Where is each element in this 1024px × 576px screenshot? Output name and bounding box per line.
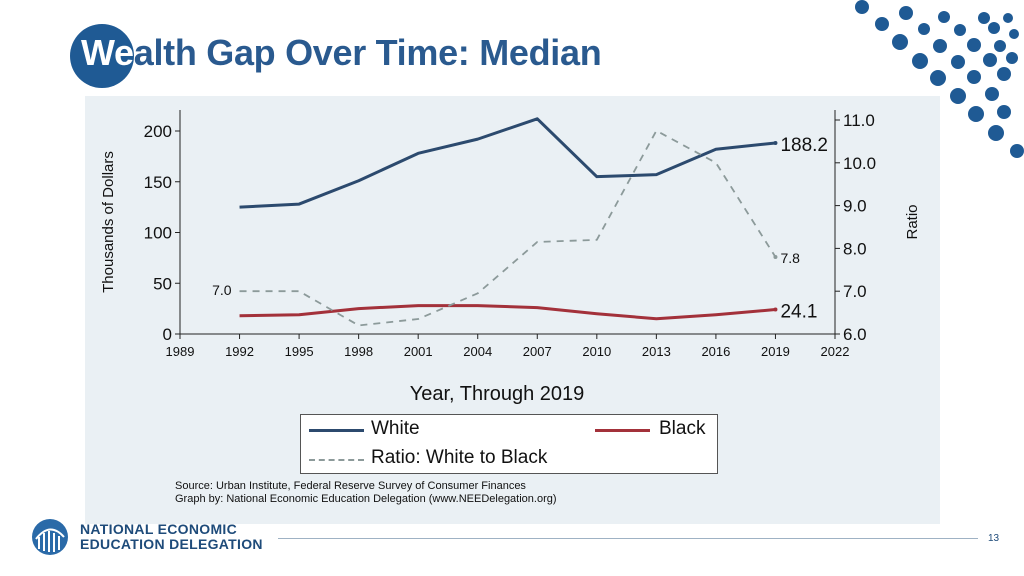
right-y-tick-label: 9.0 xyxy=(843,197,867,216)
annotation-label: 7.8 xyxy=(780,250,800,266)
x-tick-label: 2016 xyxy=(701,344,730,359)
series-end-point xyxy=(773,307,778,312)
page-number: 13 xyxy=(988,533,1000,544)
annotation-label: 24.1 xyxy=(780,302,817,323)
left-y-axis-title: Thousands of Dollars xyxy=(100,151,117,293)
title-accent-circle xyxy=(70,24,134,88)
need-logo-icon xyxy=(32,519,68,555)
x-tick-label: 2001 xyxy=(404,344,433,359)
x-tick-label: 2013 xyxy=(642,344,671,359)
x-tick-label: 2007 xyxy=(523,344,552,359)
footer-org-line2: EDUCATION DELEGATION xyxy=(80,536,263,552)
footer-org-name: NATIONAL ECONOMIC EDUCATION DELEGATION xyxy=(80,522,263,552)
right-y-tick-label: 6.0 xyxy=(843,325,867,344)
legend-label-white: White xyxy=(371,418,420,439)
left-y-tick-label: 150 xyxy=(144,173,172,192)
source-line: Source: Urban Institute, Federal Reserve… xyxy=(175,480,526,492)
page-title-first: We xyxy=(81,32,134,73)
legend-swatch-ratio xyxy=(309,459,364,461)
footer-org-line1: NATIONAL ECONOMIC xyxy=(80,521,238,537)
x-tick-label: 2004 xyxy=(463,344,492,359)
legend-swatch-black xyxy=(595,429,650,432)
series-line-black xyxy=(239,304,776,321)
x-tick-label: 2019 xyxy=(761,344,790,359)
left-y-tick-label: 0 xyxy=(163,325,172,344)
annotation-label: 188.2 xyxy=(780,135,828,156)
x-tick-label: 2022 xyxy=(821,344,850,359)
x-tick-label: 1989 xyxy=(166,344,195,359)
decorative-dot-pattern xyxy=(855,0,1024,158)
chart-panel: 0 50 100 150 200 6.0 7.0 8.0 9.0 10.0 11.0 1989 1992… xyxy=(85,96,940,524)
right-y-axis-title: Ratio xyxy=(904,204,921,239)
right-y-tick-label: 8.0 xyxy=(843,239,867,258)
x-tick-label: 1995 xyxy=(285,344,314,359)
footer-divider xyxy=(278,538,978,539)
x-tick-label: 1992 xyxy=(225,344,254,359)
chart-legend: White Black Ratio: White to Black xyxy=(300,414,718,474)
x-tick-label: 2010 xyxy=(582,344,611,359)
x-axis-title: Year, Through 2019 xyxy=(410,383,585,405)
series-line-white xyxy=(239,117,776,209)
x-tick-label: 1998 xyxy=(344,344,373,359)
right-y-tick-label: 11.0 xyxy=(843,111,875,130)
chart-source-note: Source: Urban Institute, Federal Reserve… xyxy=(175,480,557,506)
right-y-tick-label: 7.0 xyxy=(843,282,867,301)
legend-label-black: Black xyxy=(659,418,706,439)
graph-credit-line: Graph by: National Economic Education De… xyxy=(175,493,557,505)
left-y-tick-label: 100 xyxy=(144,224,172,243)
legend-swatch-white xyxy=(309,429,364,432)
left-y-tick-label: 50 xyxy=(153,274,172,293)
legend-label-ratio: Ratio: White to Black xyxy=(371,447,548,468)
series-end-point xyxy=(773,254,778,259)
series-line-ratio-white-to-black xyxy=(239,129,777,327)
left-y-tick-label: 200 xyxy=(144,122,172,141)
chart-canvas: 0 50 100 150 200 6.0 7.0 8.0 9.0 10.0 11.0 1989 1992… xyxy=(100,110,921,405)
series-end-point xyxy=(773,140,778,145)
page-title: Wealth Gap Over Time: Median xyxy=(81,32,602,74)
page-title-rest: alth Gap Over Time: Median xyxy=(133,32,602,73)
right-y-tick-label: 10.0 xyxy=(843,154,876,173)
annotation-label: 7.0 xyxy=(212,282,232,298)
